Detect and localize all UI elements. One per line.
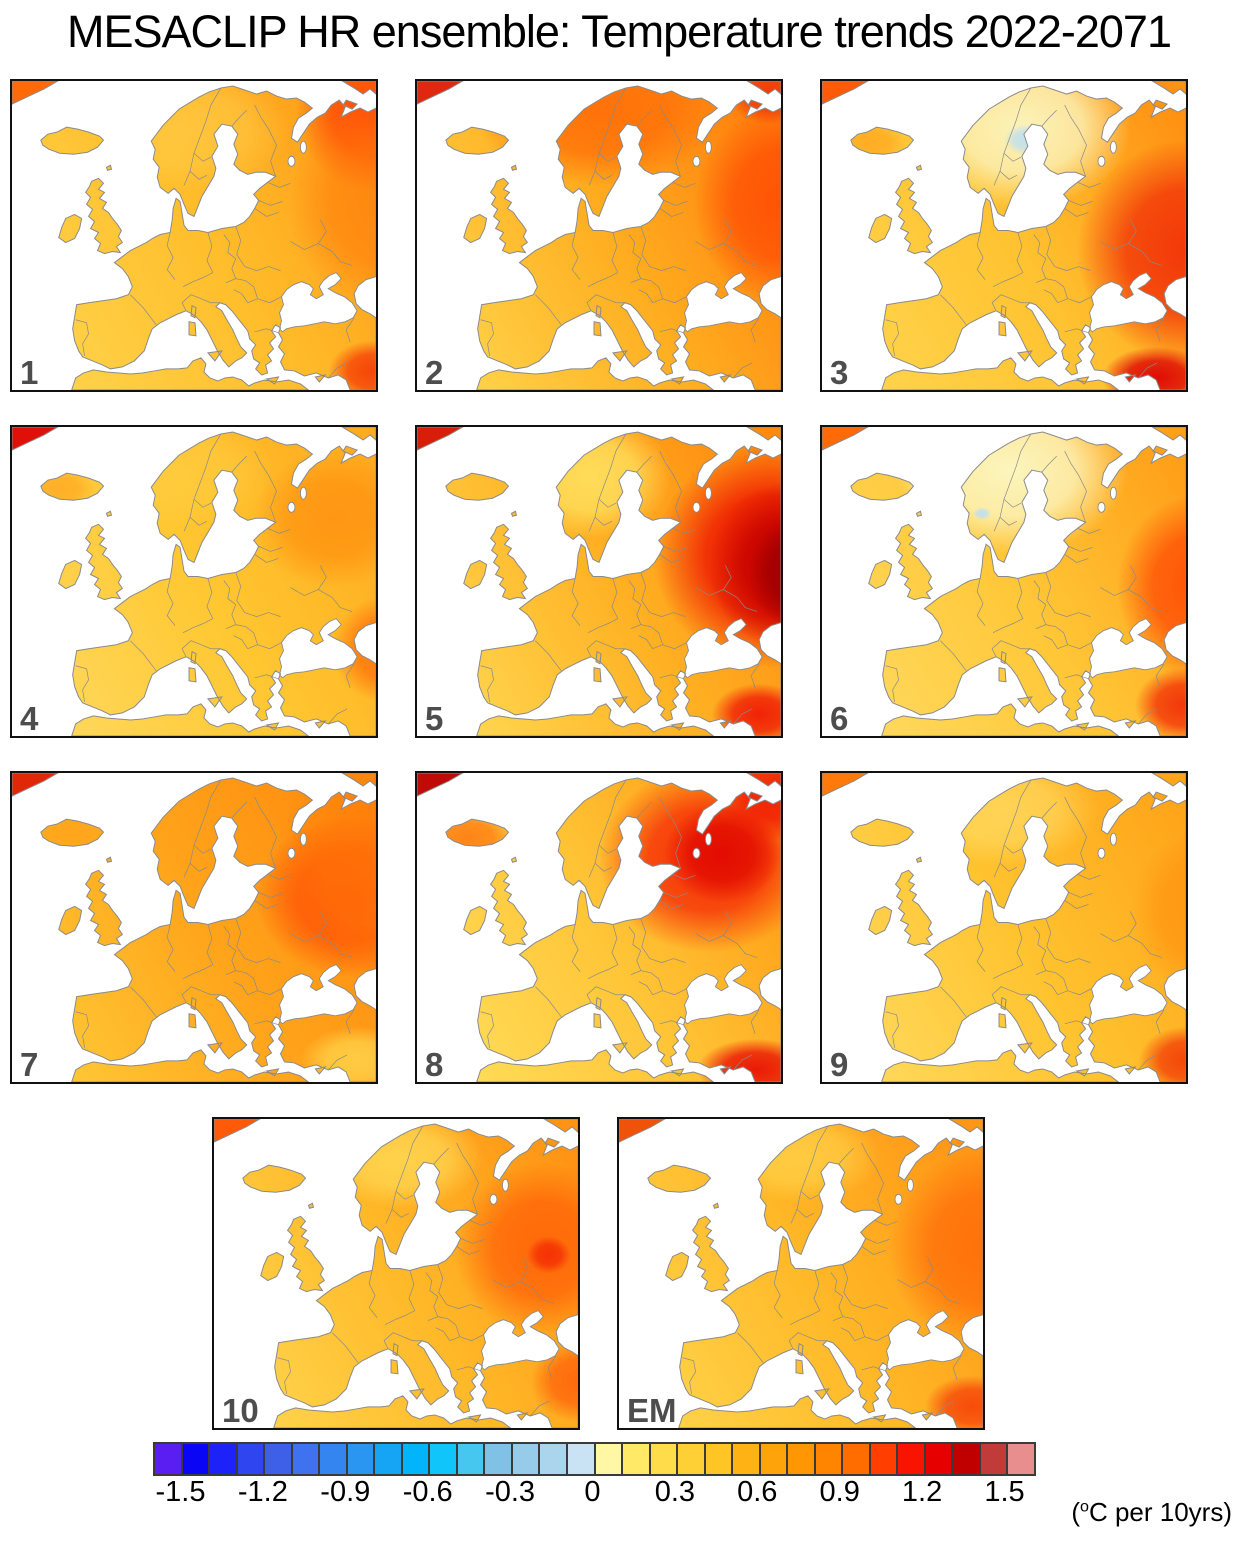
- colorbar-cell-28: [925, 1444, 954, 1474]
- colorbar-cell-13: [512, 1444, 541, 1474]
- colorbar-cell-17: [623, 1444, 651, 1474]
- colorbar-cell-7: [347, 1444, 376, 1474]
- colorbar-cell-14: [540, 1444, 568, 1474]
- colorbar-cell-15: [567, 1444, 596, 1474]
- map-panel-8: 8: [415, 771, 783, 1084]
- colorbar-tick--0.9: -0.9: [320, 1476, 371, 1508]
- map-panel-2: 2: [415, 79, 783, 392]
- europe-map: [822, 773, 1186, 1082]
- map-panel-6: 6: [820, 425, 1188, 738]
- colorbar-cell-19: [678, 1444, 706, 1474]
- panel-label-7: 7: [20, 1046, 39, 1083]
- colorbar-cell-1: [182, 1444, 211, 1474]
- colorbar-cell-0: [155, 1444, 183, 1474]
- colorbar-cell-21: [733, 1444, 761, 1474]
- map-panel-10: 10: [212, 1117, 580, 1430]
- map-panel-9: 9: [820, 771, 1188, 1084]
- panel-label-2: 2: [425, 354, 444, 391]
- colorbar: [153, 1442, 1036, 1476]
- europe-map: [417, 81, 781, 390]
- colorbar-tick--0.3: -0.3: [485, 1476, 536, 1508]
- colorbar-cell-22: [760, 1444, 789, 1474]
- colorbar-cell-27: [898, 1444, 926, 1474]
- colorbar-tick-0.3: 0.3: [654, 1476, 696, 1508]
- colorbar-cell-8: [375, 1444, 403, 1474]
- figure-title: MESACLIP HR ensemble: Temperature trends…: [67, 6, 1172, 57]
- colorbar-cell-2: [210, 1444, 238, 1474]
- panel-label-6: 6: [830, 700, 849, 737]
- map-panel-EM: EM: [617, 1117, 985, 1430]
- map-panel-4: 4: [10, 425, 378, 738]
- europe-map: [822, 427, 1186, 736]
- colorbar-cell-4: [265, 1444, 293, 1474]
- colorbar-cell-3: [237, 1444, 266, 1474]
- panel-label-1: 1: [20, 354, 39, 391]
- europe-map: [417, 773, 781, 1082]
- colorbar-cell-30: [980, 1444, 1009, 1474]
- map-panel-1: 1: [10, 79, 378, 392]
- panel-label-5: 5: [425, 700, 444, 737]
- colorbar-cell-9: [402, 1444, 431, 1474]
- colorbar-cell-26: [870, 1444, 899, 1474]
- europe-map: [417, 427, 781, 736]
- map-panel-5: 5: [415, 425, 783, 738]
- panel-label-EM: EM: [627, 1392, 677, 1429]
- colorbar-cell-31: [1008, 1444, 1034, 1474]
- map-panel-7: 7: [10, 771, 378, 1084]
- europe-map: [619, 1119, 983, 1428]
- colorbar-cell-23: [788, 1444, 816, 1474]
- colorbar-cell-24: [815, 1444, 844, 1474]
- colorbar-tick-0.9: 0.9: [819, 1476, 860, 1508]
- colorbar-cell-20: [705, 1444, 734, 1474]
- panel-label-3: 3: [830, 354, 849, 391]
- colorbar-cell-6: [320, 1444, 348, 1474]
- colorbar-tick-0: 0: [584, 1476, 601, 1508]
- colorbar-cell-16: [595, 1444, 624, 1474]
- colorbar-cell-25: [843, 1444, 871, 1474]
- panel-label-8: 8: [425, 1046, 444, 1083]
- colorbar-cell-5: [292, 1444, 321, 1474]
- colorbar-cell-29: [953, 1444, 981, 1474]
- panel-label-9: 9: [830, 1046, 849, 1083]
- panel-label-10: 10: [222, 1392, 259, 1429]
- europe-map: [12, 81, 376, 390]
- map-panel-3: 3: [820, 79, 1188, 392]
- colorbar-tick--1.5: -1.5: [155, 1476, 206, 1508]
- colorbar-units-label: (oC per 10yrs): [1071, 1497, 1232, 1527]
- europe-map: [822, 81, 1186, 390]
- panel-label-4: 4: [20, 700, 39, 737]
- colorbar-tick-1.5: 1.5: [984, 1476, 1025, 1508]
- colorbar-cell-11: [457, 1444, 486, 1474]
- europe-map: [12, 427, 376, 736]
- europe-map: [12, 773, 376, 1082]
- colorbar-cell-10: [430, 1444, 458, 1474]
- colorbar-cell-18: [650, 1444, 679, 1474]
- europe-map: [214, 1119, 578, 1428]
- colorbar-tick--1.2: -1.2: [237, 1476, 288, 1508]
- colorbar-tick--0.6: -0.6: [402, 1476, 453, 1508]
- colorbar-tick-0.6: 0.6: [737, 1476, 778, 1508]
- colorbar-tick-1.2: 1.2: [901, 1476, 943, 1508]
- colorbar-cell-12: [485, 1444, 513, 1474]
